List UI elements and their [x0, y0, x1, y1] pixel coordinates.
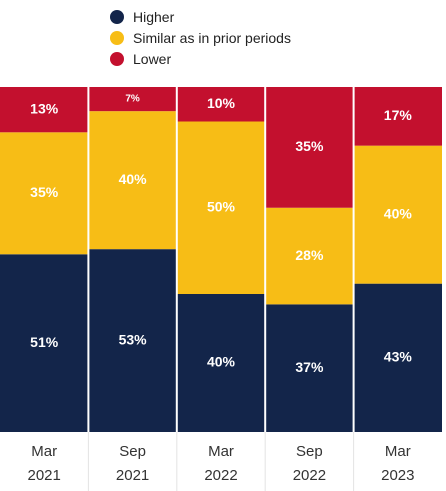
bar-segment	[265, 304, 354, 432]
data-label: 35%	[30, 184, 59, 200]
category-label: Sep	[296, 443, 323, 460]
data-label: 37%	[295, 359, 324, 375]
bar-segment	[88, 87, 177, 112]
data-label: 17%	[384, 107, 413, 123]
bar-segment	[0, 132, 89, 255]
legend: Higher Similar as in prior periods Lower	[110, 6, 291, 69]
legend-swatch	[110, 9, 124, 24]
legend-label: Lower	[133, 50, 172, 67]
data-label: 51%	[30, 334, 59, 350]
category-label: Sep	[119, 443, 146, 460]
bar-segment	[0, 87, 89, 133]
category-label: Mar	[385, 443, 411, 460]
legend-item-lower: Lower	[110, 48, 291, 69]
category-label: Mar	[208, 443, 234, 460]
bar-segment	[88, 111, 177, 250]
category-label: 2021	[116, 467, 149, 484]
category-label: Mar	[31, 443, 57, 460]
category-label: 2021	[28, 467, 61, 484]
category-label: 2022	[204, 467, 237, 484]
data-label: 7%	[125, 94, 140, 105]
data-label: 50%	[207, 198, 236, 214]
bar-segment	[0, 254, 89, 432]
bar-segment	[265, 87, 354, 208]
data-label: 40%	[207, 354, 236, 370]
legend-label: Higher	[133, 8, 175, 25]
bar-segment	[353, 87, 442, 146]
data-label: 40%	[384, 205, 413, 221]
bar-segment	[88, 249, 177, 432]
bar-segment	[353, 283, 442, 432]
data-label: 13%	[30, 100, 59, 116]
data-label: 28%	[295, 247, 324, 263]
category-label: 2022	[293, 467, 326, 484]
legend-item-higher: Higher	[110, 6, 291, 27]
data-label: 10%	[207, 95, 236, 111]
data-label: 53%	[119, 331, 148, 347]
bar-segment	[176, 294, 266, 432]
category-label: 2023	[381, 467, 414, 484]
data-label: 35%	[295, 138, 324, 154]
legend-swatch	[110, 30, 124, 45]
data-label: 43%	[384, 349, 413, 365]
bar-segment	[265, 207, 354, 305]
bar-segment	[176, 121, 266, 294]
bar-segment	[176, 87, 266, 122]
legend-label: Similar as in prior periods	[133, 29, 291, 46]
bar-segment	[353, 145, 442, 284]
legend-item-similar-as-in-prior-periods: Similar as in prior periods	[110, 27, 291, 48]
legend-swatch	[110, 51, 124, 66]
data-label: 40%	[119, 171, 148, 187]
